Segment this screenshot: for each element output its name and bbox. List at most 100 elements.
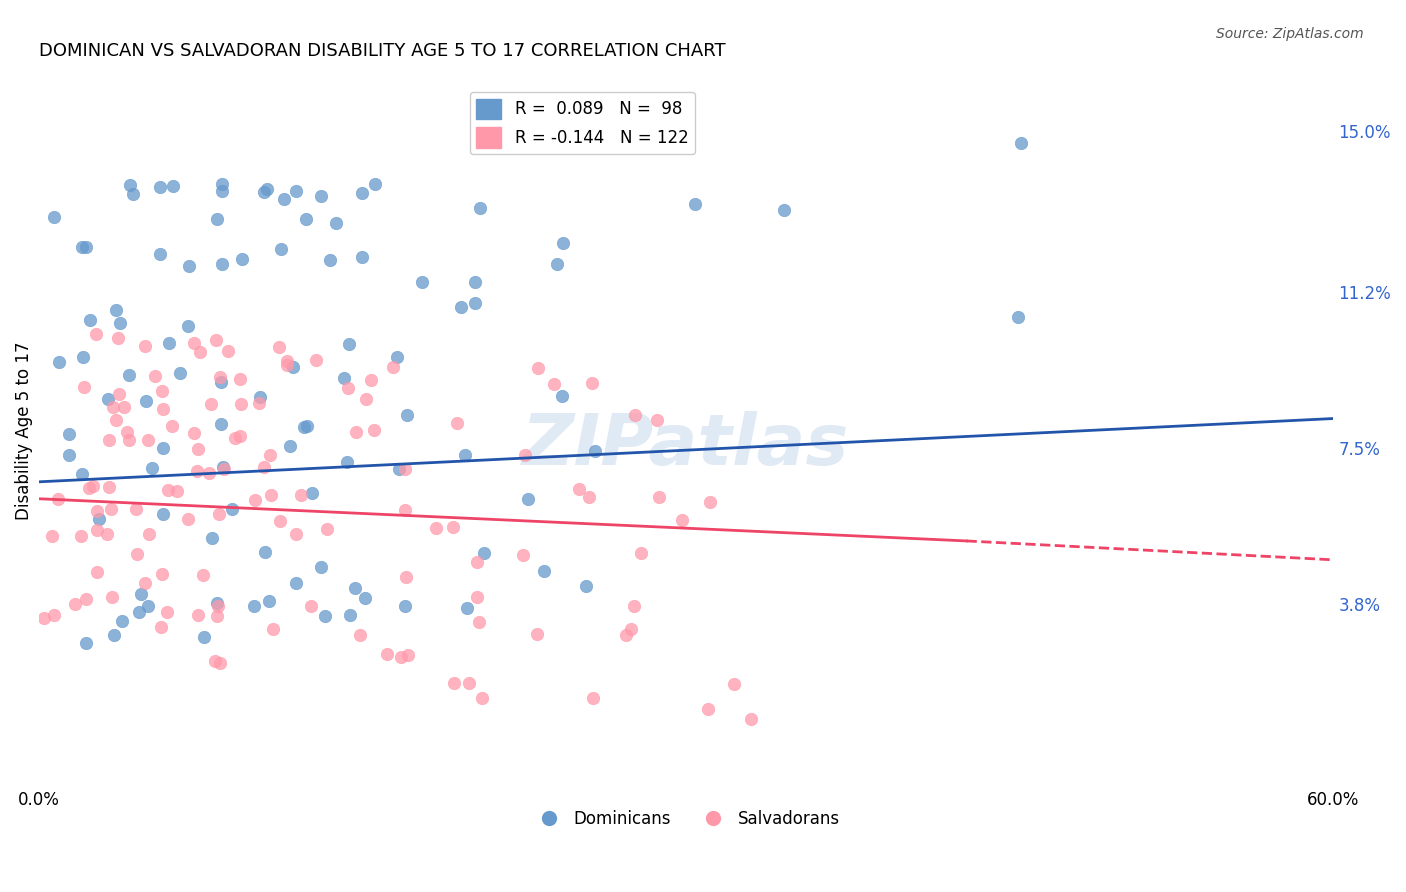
Point: [299, 599, 322, 614]
Point: [249, 390, 271, 404]
Point: [72, 350, 94, 364]
Point: [156, 483, 179, 497]
Point: [96, 527, 118, 541]
Point: [454, 448, 477, 462]
Point: [614, 628, 637, 642]
Point: [188, 345, 211, 359]
Point: [134, 576, 156, 591]
Point: [575, 578, 598, 592]
Point: [472, 546, 495, 560]
Point: [295, 212, 318, 227]
Point: [283, 360, 305, 375]
Point: [103, 628, 125, 642]
Point: [75, 591, 97, 606]
Point: [115, 425, 138, 440]
Point: [512, 549, 534, 563]
Point: [136, 434, 159, 448]
Point: [262, 623, 284, 637]
Point: [208, 370, 231, 384]
Point: [446, 416, 468, 430]
Point: [193, 568, 215, 582]
Point: [543, 376, 565, 391]
Point: [149, 179, 172, 194]
Point: [456, 601, 478, 615]
Point: [325, 216, 347, 230]
Point: [125, 547, 148, 561]
Point: [388, 461, 411, 475]
Point: [243, 599, 266, 613]
Point: [82, 479, 104, 493]
Point: [217, 344, 239, 359]
Point: [443, 676, 465, 690]
Point: [394, 503, 416, 517]
Point: [135, 393, 157, 408]
Point: [101, 591, 124, 605]
Point: [211, 460, 233, 475]
Y-axis label: Disability Age 5 to 17: Disability Age 5 to 17: [15, 342, 32, 520]
Point: [467, 555, 489, 569]
Point: [128, 605, 150, 619]
Point: [125, 501, 148, 516]
Point: [671, 513, 693, 527]
Point: [1007, 310, 1029, 324]
Point: [389, 650, 412, 665]
Point: [568, 482, 591, 496]
Point: [209, 417, 232, 432]
Point: [533, 564, 555, 578]
Point: [229, 397, 252, 411]
Point: [394, 599, 416, 614]
Point: [354, 392, 377, 406]
Point: [183, 336, 205, 351]
Point: [111, 614, 134, 628]
Point: [623, 599, 645, 613]
Point: [292, 419, 315, 434]
Point: [160, 419, 183, 434]
Point: [42, 210, 65, 224]
Point: [70, 467, 93, 481]
Point: [48, 355, 70, 369]
Point: [527, 360, 550, 375]
Point: [284, 184, 307, 198]
Point: [86, 523, 108, 537]
Point: [134, 339, 156, 353]
Point: [205, 212, 228, 227]
Point: [319, 252, 342, 267]
Point: [75, 240, 97, 254]
Point: [84, 326, 107, 341]
Point: [70, 240, 93, 254]
Point: [100, 501, 122, 516]
Point: [395, 408, 418, 422]
Point: [65, 597, 87, 611]
Point: [138, 526, 160, 541]
Point: [696, 701, 718, 715]
Point: [112, 400, 135, 414]
Point: [207, 599, 229, 614]
Point: [257, 593, 280, 607]
Point: [105, 413, 128, 427]
Point: [360, 374, 382, 388]
Point: [129, 587, 152, 601]
Point: [118, 433, 141, 447]
Point: [69, 528, 91, 542]
Point: [249, 396, 271, 410]
Point: [205, 596, 228, 610]
Point: [41, 529, 63, 543]
Point: [58, 448, 80, 462]
Point: [79, 313, 101, 327]
Point: [183, 426, 205, 441]
Point: [273, 192, 295, 206]
Point: [309, 560, 332, 574]
Point: [186, 464, 208, 478]
Point: [683, 197, 706, 211]
Point: [269, 515, 291, 529]
Point: [382, 359, 405, 374]
Point: [221, 501, 243, 516]
Point: [260, 488, 283, 502]
Point: [699, 495, 721, 509]
Point: [141, 461, 163, 475]
Point: [211, 185, 233, 199]
Point: [450, 300, 472, 314]
Point: [209, 376, 232, 390]
Point: [581, 376, 603, 390]
Text: ZIPatlas: ZIPatlas: [522, 411, 849, 480]
